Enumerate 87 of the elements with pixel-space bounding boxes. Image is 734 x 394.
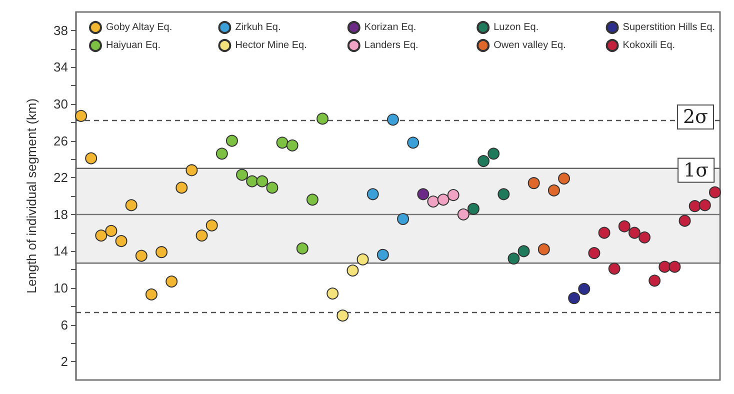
legend-label: Goby Altay Eq.	[106, 22, 172, 33]
legend-label: Landers Eq.	[364, 40, 418, 51]
ref-line-label: 2σ	[682, 106, 708, 128]
y-tick-label: 26	[54, 133, 68, 148]
point	[176, 182, 188, 194]
point	[236, 168, 248, 181]
point	[156, 246, 168, 258]
y-tick-label: 30	[54, 96, 68, 112]
point	[356, 253, 369, 266]
point	[306, 194, 318, 206]
point	[246, 175, 258, 188]
point	[125, 199, 138, 212]
point	[276, 136, 288, 149]
point	[105, 224, 118, 237]
point	[196, 230, 208, 242]
point	[316, 112, 329, 125]
point	[386, 114, 399, 126]
legend-label: Kokoxili Eq.	[622, 40, 676, 51]
point	[417, 188, 430, 200]
point	[115, 235, 128, 248]
y-tick-label: 22	[54, 170, 68, 186]
band-label: 1σ	[684, 159, 709, 182]
point	[488, 148, 500, 160]
point	[427, 196, 440, 208]
point	[568, 292, 580, 304]
point	[266, 182, 278, 194]
y-tick-label: 6	[60, 317, 68, 332]
point	[668, 260, 681, 273]
point	[457, 208, 470, 220]
point	[658, 260, 671, 273]
point	[558, 172, 570, 185]
point	[296, 242, 308, 254]
y-axis-title: Length of individual segment (km)	[24, 98, 39, 294]
point	[648, 274, 661, 287]
y-tick-label: 14	[54, 244, 68, 259]
point	[166, 276, 178, 288]
point	[256, 175, 268, 188]
point	[508, 252, 520, 265]
point	[628, 226, 640, 239]
point	[608, 262, 620, 275]
legend-label: Haiyuan Eq.	[106, 40, 160, 51]
point	[85, 152, 98, 164]
legend-label: Luzon Eq.	[494, 22, 539, 33]
y-tick-label: 34	[54, 60, 68, 75]
point	[145, 288, 158, 300]
point	[698, 199, 711, 212]
point	[618, 220, 630, 232]
point	[478, 155, 490, 168]
point	[95, 230, 108, 242]
point	[346, 264, 359, 277]
point	[578, 282, 590, 295]
point	[286, 139, 298, 152]
point	[498, 188, 510, 200]
point	[397, 213, 410, 225]
point	[598, 226, 610, 239]
point	[518, 245, 530, 258]
point	[135, 250, 148, 262]
point	[216, 148, 228, 160]
point	[75, 110, 88, 122]
legend-label: Hector Mine Eq.	[235, 40, 307, 51]
legend-label: Zirkuh Eq.	[235, 22, 281, 33]
legend-label: Korizan Eq.	[364, 22, 416, 33]
point	[708, 186, 721, 198]
point	[688, 200, 701, 212]
point	[437, 194, 450, 206]
legend-label: Superstition Hills Eq.	[622, 22, 716, 33]
point	[588, 247, 600, 260]
legend-label: Owen valley Eq.	[494, 40, 566, 51]
y-tick-label: 10	[54, 280, 68, 296]
y-tick-label: 2	[60, 354, 68, 370]
y-tick-label: 18	[54, 206, 68, 222]
point	[366, 188, 379, 200]
point	[186, 164, 198, 176]
point	[376, 248, 389, 261]
point	[206, 219, 218, 232]
point	[678, 214, 691, 227]
point	[336, 310, 349, 322]
point	[538, 243, 550, 256]
point	[326, 288, 339, 300]
point	[226, 134, 238, 147]
point	[407, 136, 420, 149]
point	[467, 202, 480, 215]
y-tick-label: 38	[54, 22, 68, 38]
point	[638, 231, 651, 244]
point	[528, 177, 540, 190]
point	[447, 189, 460, 202]
point	[548, 184, 560, 196]
